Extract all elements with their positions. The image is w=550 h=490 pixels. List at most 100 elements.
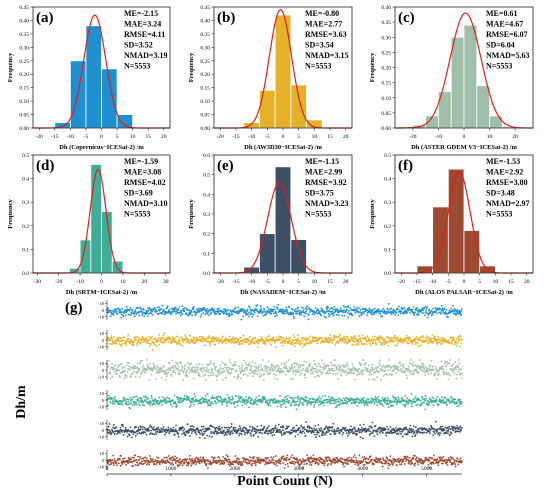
data-point: [157, 369, 160, 372]
data-point: [358, 401, 361, 404]
data-point: [147, 310, 150, 312]
data-point: [315, 336, 318, 339]
data-point: [156, 341, 159, 343]
data-point: [138, 314, 141, 317]
data-point: [211, 374, 214, 377]
data-point: [172, 399, 175, 402]
data-point: [264, 310, 267, 313]
data-point: [320, 427, 322, 430]
data-point: [126, 364, 128, 367]
data-point: [384, 338, 386, 341]
data-point: [236, 404, 239, 407]
data-point: [201, 336, 204, 338]
data-point: [172, 429, 175, 431]
data-point: [460, 429, 462, 432]
data-point: [135, 336, 138, 339]
data-point: [388, 337, 391, 340]
data-point: [309, 310, 311, 313]
data-point: [243, 403, 246, 406]
data-point: [238, 367, 241, 370]
data-point: [443, 308, 446, 311]
data-point: [242, 334, 245, 337]
data-point: [184, 434, 187, 437]
data-point: [250, 369, 253, 371]
data-point: [394, 367, 397, 369]
data-point: [445, 403, 448, 406]
data-point: [332, 370, 334, 372]
data-point: [424, 408, 427, 411]
data-point: [237, 428, 240, 430]
data-point: [386, 364, 388, 367]
data-point: [295, 341, 297, 344]
data-point: [237, 373, 240, 376]
data-point: [158, 343, 161, 346]
data-point: [290, 313, 293, 316]
x-tick-label: -20: [217, 134, 225, 140]
data-point: [110, 343, 113, 346]
data-point: [388, 406, 390, 409]
data-point: [321, 395, 324, 398]
data-point: [366, 335, 369, 338]
x-tick-label: -15: [51, 134, 59, 140]
data-point: [332, 372, 335, 375]
data-point: [178, 337, 181, 340]
data-point: [224, 339, 227, 342]
data-point: [322, 431, 325, 434]
series-ylabel: Dh/m: [14, 385, 29, 419]
y-tick-label: 0.35: [19, 32, 29, 38]
data-point: [434, 432, 436, 435]
data-point: [167, 311, 169, 314]
data-point: [310, 403, 312, 406]
data-point: [451, 339, 454, 342]
data-point: [181, 338, 184, 340]
y-tick-label: 10: [100, 421, 105, 426]
data-point: [228, 368, 231, 370]
data-point: [420, 335, 423, 338]
data-point: [444, 362, 446, 365]
data-point: [219, 428, 222, 431]
data-point: [260, 374, 263, 376]
data-point: [227, 371, 230, 374]
data-point: [393, 340, 396, 342]
data-point: [245, 364, 248, 366]
data-point: [223, 370, 226, 373]
x-tick-label: 5: [297, 279, 300, 285]
data-point: [379, 379, 382, 381]
data-point: [460, 308, 463, 310]
data-point: [430, 359, 433, 362]
hist-bar: [259, 233, 276, 274]
data-point: [138, 368, 141, 370]
y-tick-label: 0.05: [200, 113, 210, 119]
data-point: [455, 340, 457, 343]
data-point: [119, 464, 122, 467]
data-point: [298, 398, 301, 401]
data-point: [204, 374, 207, 376]
x-tick-label: -10: [67, 134, 75, 140]
data-point: [246, 366, 249, 369]
data-point: [435, 377, 438, 380]
data-point: [391, 395, 394, 398]
data-point: [363, 343, 366, 345]
data-point: [376, 397, 379, 400]
data-point: [202, 425, 205, 428]
data-point: [192, 397, 195, 400]
data-point: [147, 427, 150, 430]
data-point: [369, 368, 372, 371]
data-point: [155, 433, 158, 435]
data-point: [181, 305, 184, 308]
data-point: [175, 396, 178, 398]
data-point: [136, 362, 139, 365]
data-point: [358, 428, 360, 430]
data-point: [334, 432, 337, 435]
stats-line: SD=3.54: [305, 41, 334, 50]
data-point: [300, 342, 303, 345]
data-point: [401, 430, 404, 433]
data-point: [266, 373, 269, 376]
data-point: [260, 399, 263, 401]
data-point: [208, 371, 211, 374]
data-point: [119, 376, 121, 379]
data-point: [287, 425, 290, 428]
y-tick-label: 0.15: [381, 81, 391, 87]
y-tick-label: 10: [100, 331, 105, 336]
data-point: [411, 435, 414, 438]
